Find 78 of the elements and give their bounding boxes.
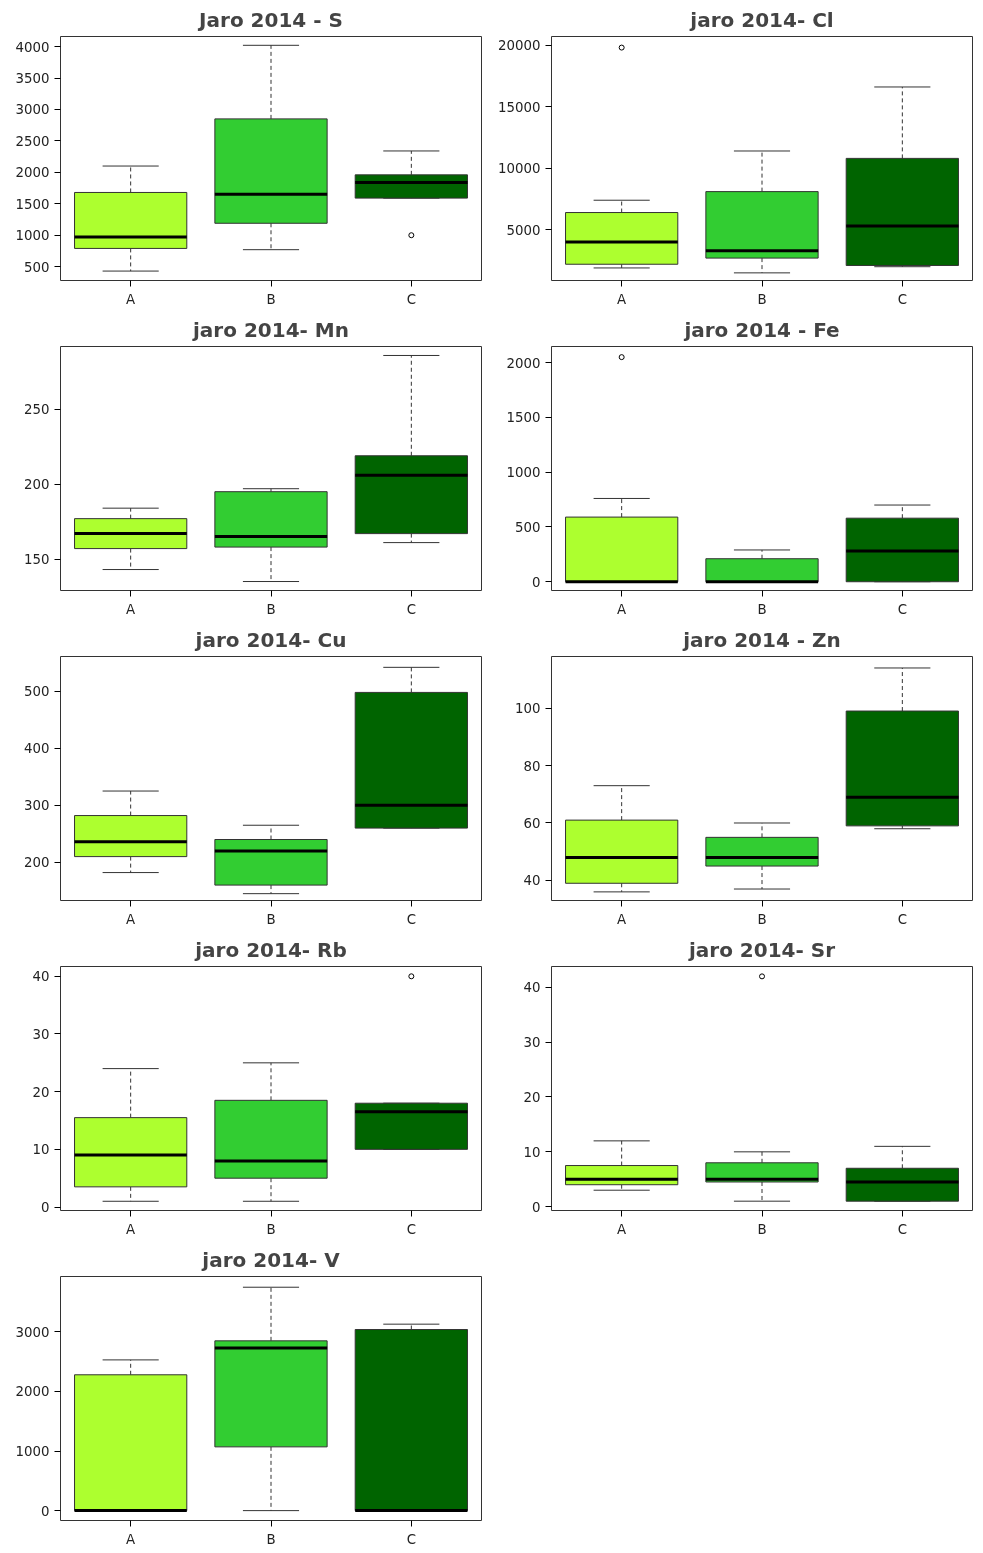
y-tick-label: 60 [523,815,541,831]
y-tick-label: 500 [24,259,50,275]
y-tick-label: 1000 [506,465,541,481]
y-tick-label: 40 [523,980,541,996]
y-tick-label: 10000 [498,161,541,177]
y-tick-label: 1000 [15,228,50,244]
chart-title: jaro 2014 - Zn [682,627,841,652]
y-tick-label: 1500 [15,196,50,212]
y-tick-label: 2000 [506,355,541,371]
y-tick-label: 2000 [15,165,50,181]
y-tick-label: 0 [41,1503,50,1519]
x-tick-label: B [266,1221,276,1237]
x-tick-label: A [126,601,136,617]
x-tick-label: C [406,1221,416,1237]
y-tick-label: 20 [32,1084,50,1100]
x-tick-label: C [897,1221,907,1237]
y-tick-label: 10 [523,1144,541,1160]
y-tick-label: 1000 [15,1444,50,1460]
y-tick-label: 250 [24,402,50,418]
x-tick-label: B [266,291,276,307]
y-tick-label: 150 [24,552,50,568]
x-tick-label: B [757,1221,767,1237]
y-tick-label: 200 [24,855,50,871]
y-tick-label: 0 [41,1200,50,1216]
chart-title: jaro 2014- Cu [194,627,347,652]
y-tick-label: 30 [523,1035,541,1051]
x-tick-label: B [757,601,767,617]
y-tick-label: 300 [24,798,50,814]
y-tick-label: 400 [24,741,50,757]
y-tick-label: 2000 [15,1384,50,1400]
y-tick-label: 3000 [15,102,50,118]
y-tick-label: 4000 [15,39,50,55]
chart-title: jaro 2014- Mn [192,317,350,342]
y-tick-label: 1500 [506,410,541,426]
y-tick-label: 20 [523,1090,541,1105]
x-tick-label: C [897,601,907,617]
y-tick-label: 40 [523,873,541,889]
y-tick-label: 0 [532,1199,541,1215]
x-tick-label: B [266,1531,276,1547]
x-tick-label: C [897,291,907,307]
y-tick-label: 5000 [506,222,541,238]
x-tick-label: B [757,911,767,927]
y-tick-label: 200 [24,477,50,493]
y-tick-label: 500 [515,519,541,535]
x-tick-label: B [757,291,767,307]
y-tick-label: 15000 [498,99,541,115]
x-tick-label: C [406,601,416,617]
y-tick-label: 2500 [15,133,50,149]
y-tick-label: 30 [32,1026,50,1042]
x-tick-label: A [126,1531,136,1547]
x-tick-label: A [617,601,627,617]
y-tick-label: 100 [515,701,541,717]
chart-title: jaro 2014- V [201,1247,341,1272]
x-tick-label: A [126,1221,136,1237]
y-tick-label: 10 [32,1142,50,1158]
y-tick-label: 3500 [15,71,50,87]
x-tick-label: C [897,911,907,927]
x-tick-label: C [406,911,416,927]
x-tick-label: A [617,911,627,927]
chart-title: Jaro 2014 - S [197,7,343,32]
y-tick-label: 20000 [498,38,541,54]
y-tick-label: 500 [24,684,50,700]
y-tick-label: 80 [523,758,541,774]
chart-title: jaro 2014- Cl [689,7,834,32]
x-tick-label: A [617,1221,627,1237]
x-tick-label: B [266,911,276,927]
y-tick-label: 0 [532,574,541,590]
y-tick-label: 3000 [15,1324,50,1340]
x-tick-label: A [126,291,136,307]
chart-title: jaro 2014- Rb [194,937,347,962]
chart-title: jaro 2014 - Fe [683,317,840,342]
chart-title: jaro 2014- Sr [687,937,836,962]
x-tick-label: C [406,291,416,307]
x-tick-label: C [406,1531,416,1547]
y-tick-label: 40 [32,969,50,985]
x-tick-label: A [617,291,627,307]
x-tick-label: B [266,601,276,617]
x-tick-label: A [126,911,136,927]
